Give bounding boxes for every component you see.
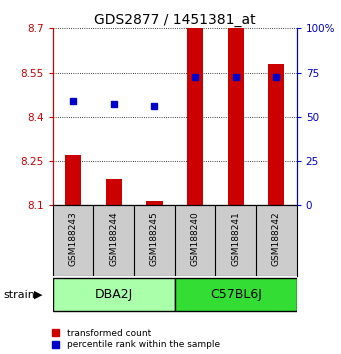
Bar [106, 179, 122, 205]
Text: C57BL6J: C57BL6J [210, 288, 262, 301]
Text: strain: strain [3, 290, 35, 300]
Text: GSM188244: GSM188244 [109, 211, 118, 266]
Text: GSM188240: GSM188240 [191, 211, 199, 266]
Bar [146, 201, 163, 205]
Bar [175, 278, 297, 312]
Bar [268, 64, 284, 205]
Text: DBA2J: DBA2J [95, 288, 133, 301]
Title: GDS2877 / 1451381_at: GDS2877 / 1451381_at [94, 13, 255, 27]
Text: GSM188243: GSM188243 [69, 211, 78, 266]
Bar [227, 28, 244, 205]
Legend: transformed count, percentile rank within the sample: transformed count, percentile rank withi… [52, 329, 220, 349]
Bar [187, 28, 203, 205]
Bar [53, 278, 175, 312]
Text: GSM188242: GSM188242 [272, 211, 281, 266]
Text: ▶: ▶ [34, 290, 43, 300]
Text: GSM188245: GSM188245 [150, 211, 159, 266]
Text: GSM188241: GSM188241 [231, 211, 240, 266]
Bar [65, 155, 81, 205]
